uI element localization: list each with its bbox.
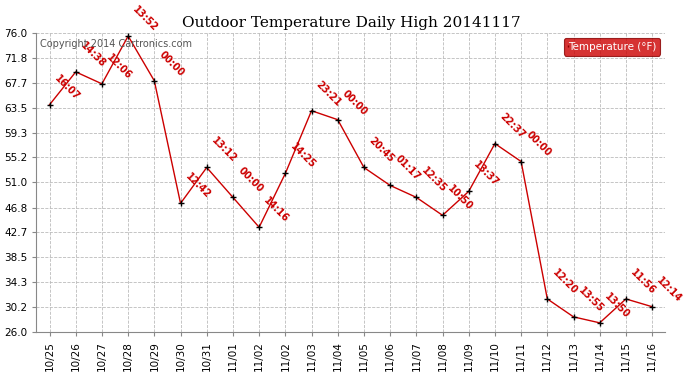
Text: 00:00: 00:00 — [524, 130, 553, 159]
Text: 12:35: 12:35 — [419, 166, 448, 195]
Text: 12:20: 12:20 — [550, 267, 579, 296]
Text: 16:07: 16:07 — [52, 73, 81, 102]
Text: 23:21: 23:21 — [315, 79, 344, 108]
Text: 14:25: 14:25 — [288, 142, 317, 171]
Text: 13:55: 13:55 — [576, 285, 605, 314]
Title: Outdoor Temperature Daily High 20141117: Outdoor Temperature Daily High 20141117 — [181, 16, 520, 30]
Text: 12:42: 12:42 — [184, 172, 213, 201]
Text: Copyright 2014 Cartronics.com: Copyright 2014 Cartronics.com — [39, 39, 192, 49]
Text: 13:52: 13:52 — [131, 4, 160, 33]
Text: 14:16: 14:16 — [262, 195, 291, 225]
Text: 13:37: 13:37 — [471, 160, 500, 189]
Text: 13:12: 13:12 — [210, 136, 239, 165]
Text: 11:56: 11:56 — [629, 267, 658, 296]
Text: 01:17: 01:17 — [393, 154, 422, 183]
Text: 12:06: 12:06 — [105, 52, 134, 81]
Text: 14:38: 14:38 — [79, 40, 108, 69]
Legend: Temperature (°F): Temperature (°F) — [564, 38, 660, 56]
Text: 22:37: 22:37 — [497, 112, 526, 141]
Text: 00:00: 00:00 — [236, 166, 265, 195]
Text: 13:50: 13:50 — [602, 291, 631, 320]
Text: 00:00: 00:00 — [340, 88, 369, 117]
Text: 12:14: 12:14 — [655, 275, 684, 304]
Text: 20:45: 20:45 — [366, 136, 395, 165]
Text: 10:50: 10:50 — [445, 183, 474, 213]
Text: 00:00: 00:00 — [157, 49, 186, 78]
